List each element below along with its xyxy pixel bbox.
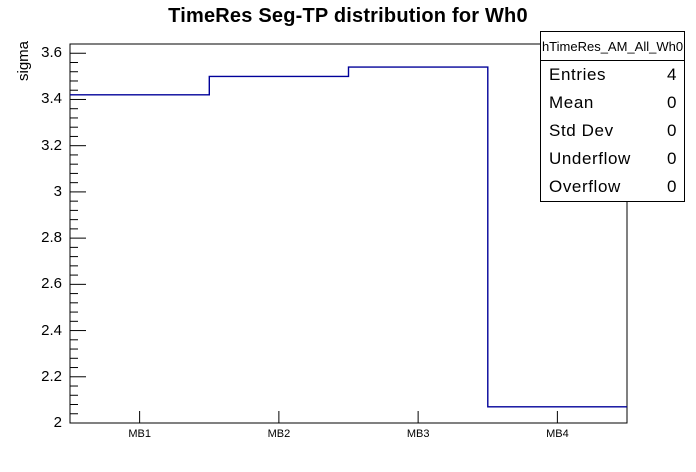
stats-row: Std Dev 0 [541, 117, 684, 145]
x-tick-label: MB1 [128, 428, 151, 440]
histogram-line [70, 66, 627, 408]
stats-row: Overflow 0 [541, 173, 684, 201]
stats-label: Entries [549, 65, 607, 84]
stats-row: Underflow 0 [541, 145, 684, 173]
y-tick-label: 3.4 [41, 90, 62, 108]
plot-frame [69, 43, 628, 424]
stats-value: 4 [666, 65, 677, 84]
y-tick-label: 3.2 [41, 136, 62, 154]
x-tick-label: MB4 [546, 428, 569, 440]
stats-rows: Entries 4 Mean 0 Std Dev 0 Underflow 0 O… [541, 61, 684, 201]
stats-header: hTimeRes_AM_All_Wh0 [541, 32, 684, 61]
stats-value: 0 [666, 93, 677, 112]
stats-label: Mean [549, 93, 594, 112]
x-tick-label: MB3 [406, 428, 430, 440]
y-tick-label: 2 [53, 414, 62, 431]
stats-value: 0 [666, 177, 677, 196]
y-tick-label: 3 [53, 182, 62, 200]
x-tick-label: MB2 [267, 428, 291, 440]
stats-value: 0 [666, 121, 677, 140]
stats-label: Overflow [549, 177, 621, 196]
stats-label: Std Dev [549, 121, 614, 140]
y-tick-label: 2.4 [41, 321, 62, 339]
stats-value: 0 [666, 149, 677, 168]
stats-row: Entries 4 [541, 61, 684, 89]
stats-row: Mean 0 [541, 89, 684, 117]
y-tick-label: 3.6 [41, 44, 62, 62]
y-tick-label: 2.6 [41, 275, 62, 293]
stats-label: Underflow [549, 149, 631, 168]
y-tick-label: 2.2 [41, 367, 62, 385]
stats-box: hTimeRes_AM_All_Wh0 Entries 4 Mean 0 Std… [540, 31, 685, 202]
chart-title: TimeRes Seg-TP distribution for Wh0 [168, 5, 528, 27]
y-tick-label: 2.8 [41, 229, 62, 247]
